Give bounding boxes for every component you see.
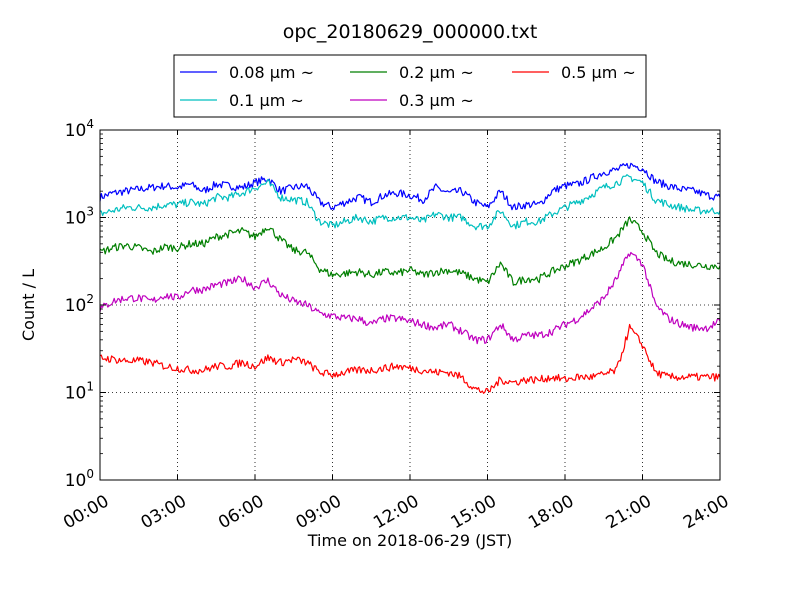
legend-box <box>173 54 647 118</box>
y-axis-label: Count / L <box>19 269 38 341</box>
x-axis-label: Time on 2018-06-29 (JST) <box>307 531 512 550</box>
legend: 0.08 μm ~ 0.1 μm ~ 0.2 μm ~ 0.3 μm ~ 0.5 μm … <box>173 54 647 118</box>
series-group <box>99 162 721 394</box>
legend-label: 0.1 μm ~ <box>229 91 304 110</box>
series-line <box>99 174 721 231</box>
series-line <box>99 216 721 286</box>
legend-label: 0.3 μm ~ <box>399 91 474 110</box>
series-line <box>99 251 721 345</box>
series-line <box>99 162 721 211</box>
grid <box>100 130 720 480</box>
series-line <box>99 323 721 394</box>
legend-label: 0.2 μm ~ <box>399 63 474 82</box>
legend-label: 0.08 μm ~ <box>229 63 314 82</box>
chart-title: opc_20180629_000000.txt <box>283 21 538 43</box>
legend-label: 0.5 μm ~ <box>561 63 636 82</box>
